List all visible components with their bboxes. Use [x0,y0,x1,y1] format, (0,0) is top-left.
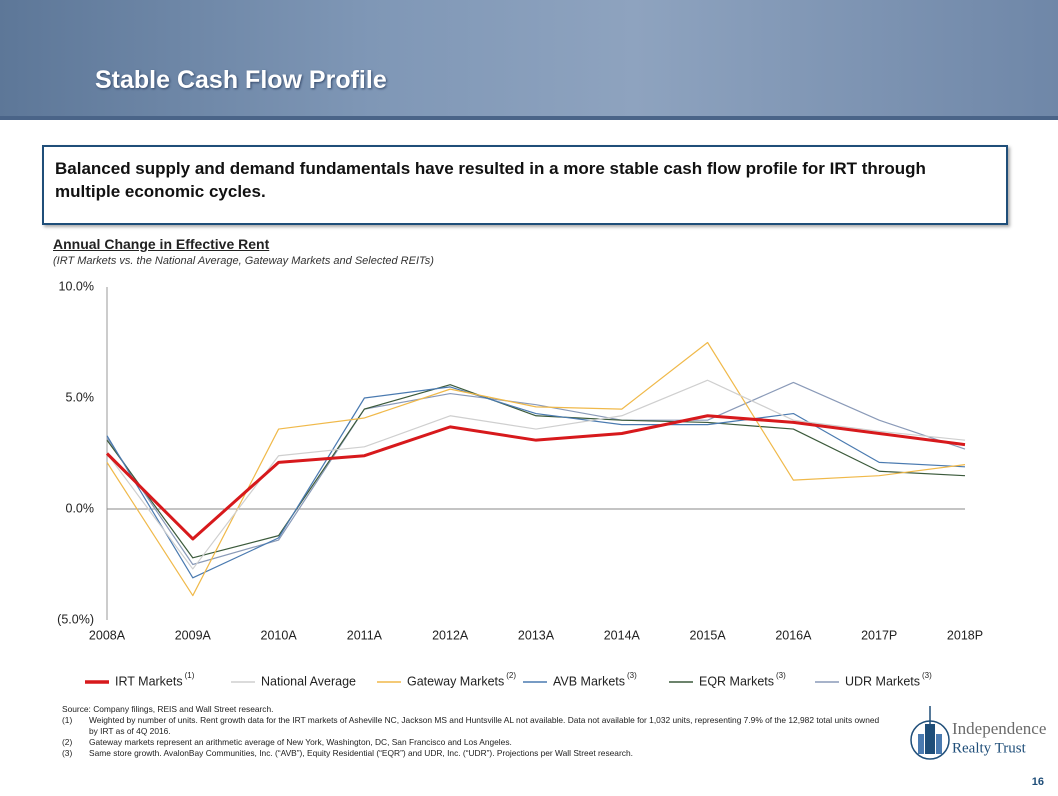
series-line [106,384,966,559]
x-tick-label: 2011A [347,628,383,642]
legend-label: AVB Markets [553,674,625,688]
x-tick-label: 2016A [775,628,812,642]
legend-label: UDR Markets [845,674,920,688]
series-line [105,414,966,541]
legend-label: EQR Markets [699,674,774,688]
x-tick-label: 2018P [947,628,983,642]
logo-text: Realty Trust [952,740,1027,756]
legend-note: (3) [776,671,786,680]
series-line [106,381,966,566]
legend-label: National Average [261,674,356,688]
slide-title: Stable Cash Flow Profile [95,66,387,94]
footnote-text: Gateway markets represent an arithmetic … [89,737,512,747]
legend-note: (3) [922,671,932,680]
legend-note: (3) [627,671,637,680]
y-tick-label: (5.0%) [57,612,94,626]
footnotes: Source: Company filings, REIS and Wall S… [62,704,882,759]
chart: (5.0%) 0.0% 5.0% 10.0% 2008A 2009A 2010A 2011A 2… [57,279,983,688]
y-tick-label: 10.0% [59,279,94,293]
series-line [106,379,966,570]
header-banner [0,0,1058,120]
x-tick-label: 2010A [261,628,298,642]
logo-tower [936,734,942,754]
x-tick-label: 2017P [861,628,897,642]
footnote: (1) Weighted by number of units. Rent gro… [62,715,882,737]
legend-note: (2) [506,671,516,680]
x-tick-label: 2015A [690,628,727,642]
x-tick-label: 2013A [518,628,555,642]
series-line [106,386,966,579]
y-tick-label: 5.0% [66,390,95,404]
footnote: (3) Same store growth. AvalonBay Communit… [62,748,882,759]
logo: Independence Realty Trust [910,706,1046,760]
footnote-marker: (1) [62,715,73,725]
x-tick-label: 2008A [89,628,126,642]
callout: Balanced supply and demand fundamentals … [42,145,1008,225]
logo-tower [918,734,924,754]
source: Source: Company filings, REIS and Wall S… [62,704,274,714]
legend-label: Gateway Markets [407,674,504,688]
chart-title: Annual Change in Effective Rent [53,236,270,252]
y-tick-label: 0.0% [66,501,95,515]
footnote-marker: (2) [62,737,73,747]
logo-tower [925,724,935,754]
footnote-text: Weighted by number of units. Rent growth… [89,715,880,736]
x-tick-label: 2012A [432,628,469,642]
footnote-text: Same store growth. AvalonBay Communities… [89,748,633,758]
x-tick-label: 2014A [604,628,641,642]
logo-text: Independence [952,719,1046,738]
footnote: (2) Gateway markets represent an arithmet… [62,737,882,748]
chart-subtitle: (IRT Markets vs. the National Average, G… [53,255,434,267]
legend-note: (1) [185,671,195,680]
series-line [106,341,966,597]
legend-label: IRT Markets [115,674,183,688]
page-number: 16 [1031,776,1044,788]
footnote-marker: (3) [62,748,73,758]
x-tick-label: 2009A [175,628,212,642]
